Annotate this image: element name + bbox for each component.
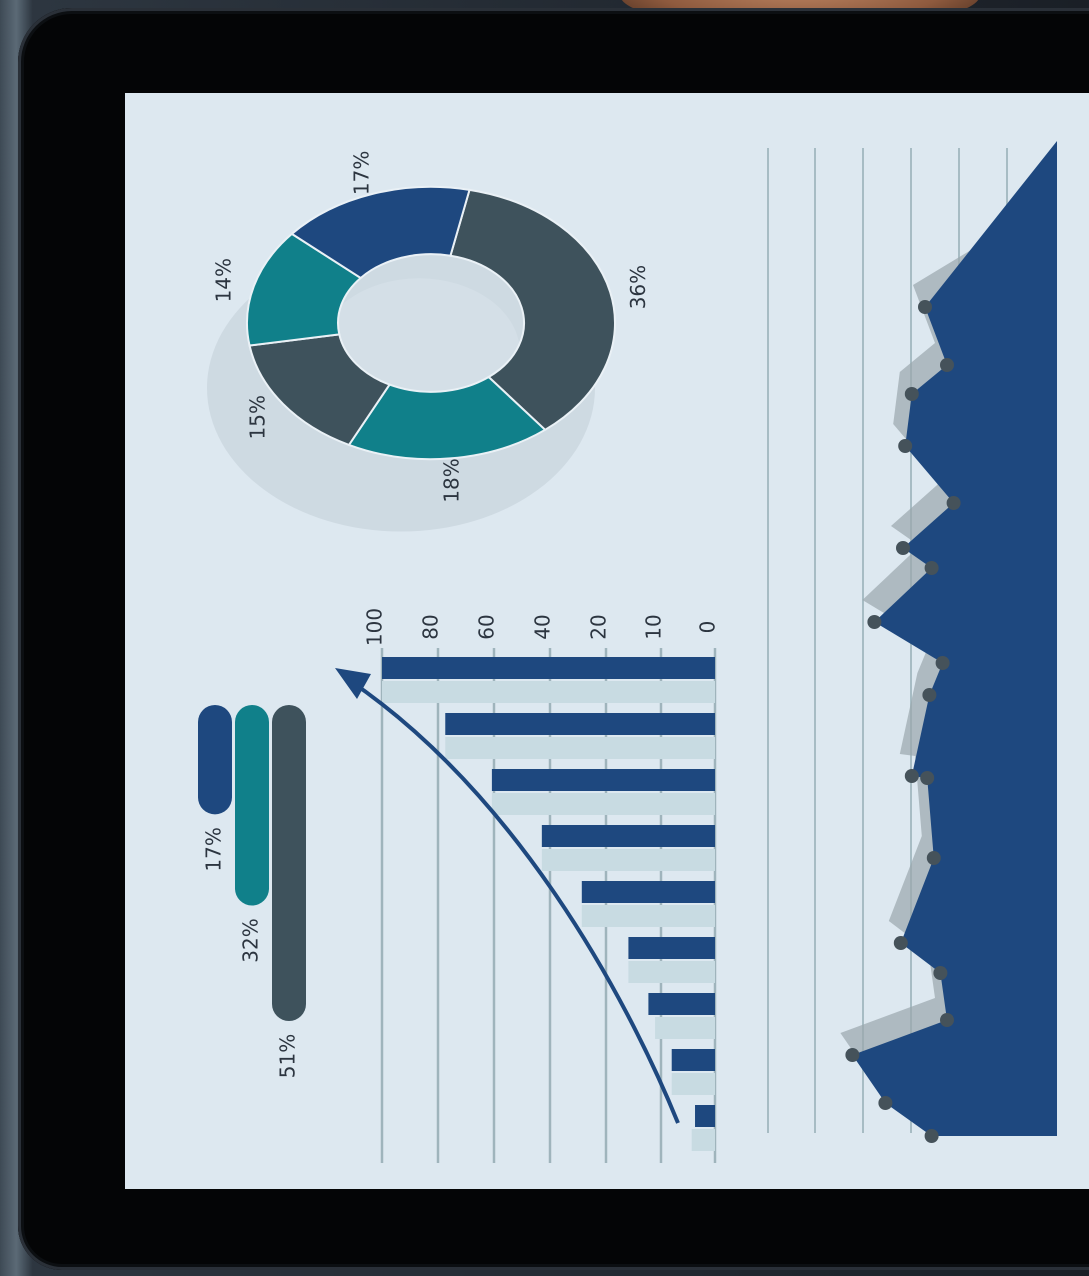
donut-slice	[449, 188, 616, 432]
axis-tick-label: 40	[531, 614, 555, 639]
axis-tick-label: 100	[363, 608, 387, 646]
bar-background	[491, 793, 715, 815]
data-point	[940, 1013, 954, 1027]
data-point	[896, 541, 910, 555]
pill-bar	[198, 705, 232, 815]
data-point	[878, 1096, 893, 1110]
data-point	[904, 387, 919, 401]
bar	[382, 657, 715, 679]
bar-background	[581, 905, 715, 927]
donut-label: 14%	[211, 258, 235, 302]
donut-label: 18%	[440, 458, 464, 502]
data-point	[924, 1129, 939, 1143]
data-point	[904, 769, 919, 783]
axis-tick-label: 60	[475, 614, 499, 639]
data-point	[893, 936, 908, 950]
dashboard-screen: 36% 18% 15% 14% 17% 17% 32% 51% 100 80 60 40 20 10 0	[125, 93, 1089, 1189]
bar-background	[628, 961, 715, 983]
bar	[695, 1105, 715, 1127]
area-fill	[852, 141, 1057, 1136]
bar-background	[445, 737, 715, 759]
bar-background	[671, 1073, 715, 1095]
data-point	[933, 966, 948, 980]
data-point	[946, 496, 961, 510]
area-chart	[767, 141, 1057, 1143]
donut-label: 36%	[626, 265, 650, 309]
pill-bar-chart: 17% 32% 51%	[198, 705, 306, 1078]
pill-label: 17%	[202, 827, 226, 871]
axis-tick-label: 20	[587, 614, 611, 639]
data-point	[867, 615, 882, 629]
bar	[445, 713, 715, 735]
data-point	[845, 1048, 860, 1062]
pill-bar	[235, 705, 269, 906]
data-point	[918, 300, 932, 314]
bar-chart: 100 80 60 40 20 10 0	[335, 608, 720, 1163]
bar-background	[382, 681, 715, 703]
donut-slice	[290, 185, 471, 280]
pill-label: 32%	[239, 918, 263, 962]
dashboard-canvas: 36%18%15%14%17% 17%32%51% 100 80 60 40 20 10 0	[198, 141, 1057, 1163]
bar	[491, 769, 715, 791]
donut-slice	[347, 375, 547, 461]
data-point	[935, 656, 950, 670]
data-point	[898, 439, 913, 453]
axis-tick-label: 80	[419, 614, 443, 639]
data-point	[940, 358, 954, 372]
bar	[628, 937, 715, 959]
data-point	[922, 688, 937, 702]
axis-tick-label: 10	[642, 614, 666, 639]
donut-slice	[248, 333, 392, 447]
bar	[581, 881, 715, 903]
trend-arrow-line	[347, 678, 680, 1124]
bar	[541, 825, 715, 847]
pill-label: 51%	[276, 1034, 300, 1078]
pill-bar	[272, 705, 306, 1021]
data-point	[920, 771, 935, 785]
data-point	[926, 851, 941, 865]
bar-background	[541, 849, 715, 871]
bar	[671, 1049, 715, 1071]
bar-background	[655, 1017, 715, 1039]
axis-tick-label: 0	[696, 621, 720, 634]
curved-arrow-icon	[335, 668, 371, 699]
bar	[648, 993, 715, 1015]
donut-label: 15%	[246, 395, 270, 439]
bar-background	[691, 1129, 715, 1151]
donut-label: 17%	[350, 151, 374, 195]
donut-chart: 36% 18% 15% 14% 17%	[211, 151, 649, 503]
data-point	[924, 561, 939, 575]
